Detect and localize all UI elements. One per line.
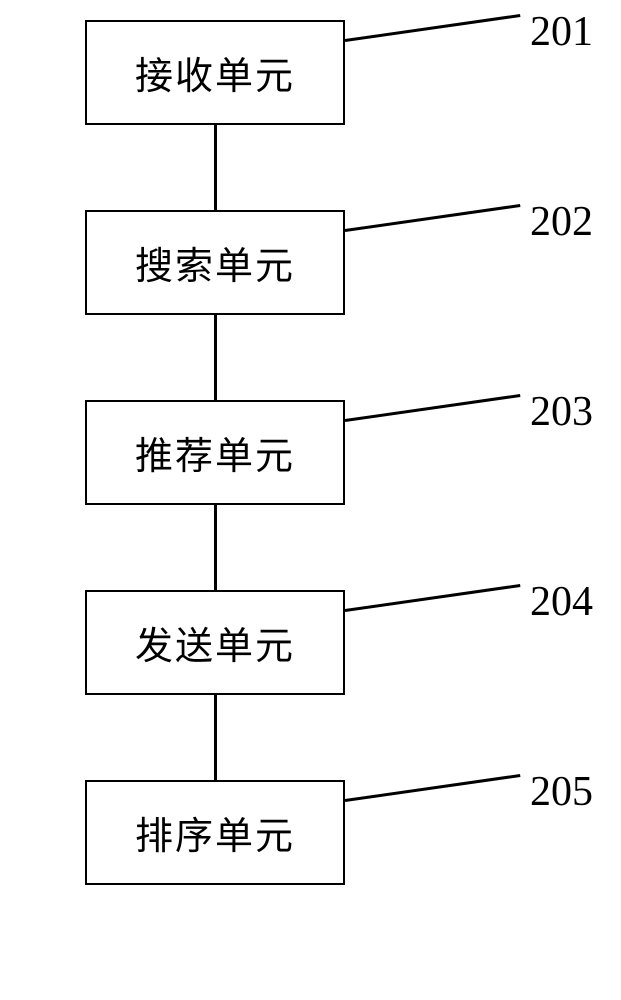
lead-line xyxy=(345,774,520,802)
node-label-n4: 204 xyxy=(530,578,593,626)
connector-n1 xyxy=(214,125,217,210)
flow-node-n5: 排序单元 xyxy=(85,780,345,885)
flow-node-n2: 搜索单元 xyxy=(85,210,345,315)
lead-line xyxy=(345,14,520,42)
lead-line xyxy=(345,204,520,232)
connector-n2 xyxy=(214,315,217,400)
node-label-n1: 201 xyxy=(530,8,593,56)
flow-node-text: 推荐单元 xyxy=(135,425,295,480)
flow-node-n4: 发送单元 xyxy=(85,590,345,695)
lead-line xyxy=(345,394,520,422)
flow-node-text: 搜索单元 xyxy=(135,235,295,290)
node-label-n5: 205 xyxy=(530,768,593,816)
flow-node-n3: 推荐单元 xyxy=(85,400,345,505)
flow-node-text: 发送单元 xyxy=(135,615,295,670)
node-label-n2: 202 xyxy=(530,198,593,246)
flow-node-n1: 接收单元 xyxy=(85,20,345,125)
connector-n4 xyxy=(214,695,217,780)
flow-node-text: 排序单元 xyxy=(135,805,295,860)
connector-n3 xyxy=(214,505,217,590)
node-label-n3: 203 xyxy=(530,388,593,436)
lead-line xyxy=(345,584,520,612)
flow-node-text: 接收单元 xyxy=(135,45,295,100)
